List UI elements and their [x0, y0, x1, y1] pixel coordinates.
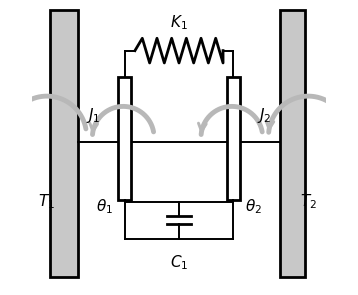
- Text: $J_2$: $J_2$: [257, 106, 271, 125]
- Bar: [118, 77, 131, 200]
- Text: $K_1$: $K_1$: [170, 13, 188, 32]
- Bar: [50, 9, 78, 277]
- Text: $\theta_1$: $\theta_1$: [96, 197, 113, 216]
- Text: $\theta_2$: $\theta_2$: [245, 197, 262, 216]
- Text: $T_1$: $T_1$: [38, 192, 55, 211]
- Bar: [280, 9, 305, 277]
- Text: $J_1$: $J_1$: [87, 106, 101, 125]
- Text: $T_2$: $T_2$: [300, 192, 317, 211]
- Bar: [227, 77, 240, 200]
- Text: $C_1$: $C_1$: [170, 253, 188, 272]
